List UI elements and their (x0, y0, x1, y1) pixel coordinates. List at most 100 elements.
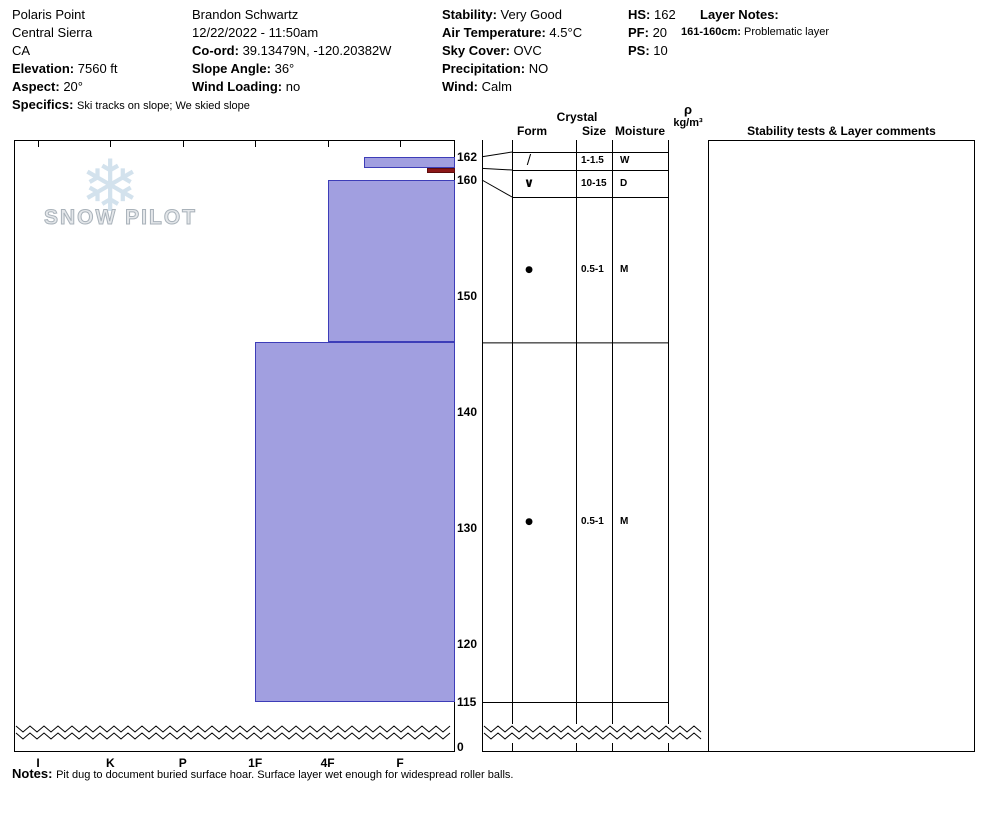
sky-cover-row: Sky Cover: OVC (442, 42, 582, 60)
layer-note-range: 161-160cm: (681, 26, 741, 38)
wind-row: Wind: Calm (442, 78, 582, 96)
depth-tick-label: 120 (457, 637, 478, 651)
grain-size-value: 10-15 (581, 177, 607, 189)
depth-tick-label: 130 (457, 521, 478, 535)
wind-loading-value: no (285, 79, 301, 94)
depth-tick-label: 162 (457, 149, 478, 164)
moisture-value: D (620, 177, 628, 189)
layer-notes-title: Layer Notes: (700, 7, 779, 22)
grain-form-symbol: ● (525, 517, 533, 528)
pf-row: PF: 20 (628, 24, 676, 42)
hardness-tick-label: 4F (320, 756, 335, 770)
density-units-header: kg/m³ (673, 117, 703, 129)
depth-tick-label: 160 (457, 173, 478, 187)
moisture-value: M (620, 263, 629, 275)
sky-cover-label: Sky Cover: (442, 43, 510, 58)
size-header: Size (581, 124, 606, 138)
grain-size-value: 1-1.5 (581, 155, 604, 166)
specifics-row: Specifics: Ski tracks on slope; We skied… (12, 96, 250, 115)
grain-form-symbol: ● (525, 264, 533, 275)
air-temp-label: Air Temperature: (442, 25, 546, 40)
notes-text: Pit dug to document buried surface hoar.… (56, 769, 514, 781)
pit-notes: Notes: Pit dug to document buried surfac… (12, 766, 513, 783)
form-header: Form (517, 124, 547, 138)
hardness-tick-label: K (106, 756, 115, 770)
site-name: Polaris Point (12, 7, 85, 22)
header-conditions-block: Stability: Very Good Air Temperature: 4.… (442, 6, 582, 96)
hardness-tick-label: P (178, 756, 187, 770)
ps-label: PS: (628, 43, 650, 58)
wind-value: Calm (481, 79, 512, 94)
coord-label: Co-ord: (192, 43, 239, 58)
coord-value: 39.13479N, -120.20382W (242, 43, 392, 58)
observer-name: Brandon Schwartz (192, 7, 299, 22)
aspect-label: Aspect: (12, 79, 60, 94)
hs-row: HS: 162 (628, 6, 676, 24)
wind-label: Wind: (442, 79, 478, 94)
ps-row: PS: 10 (628, 42, 676, 60)
pf-label: PF: (628, 25, 649, 40)
depth-tick-label: 0 (457, 740, 464, 754)
layer-note-text: Problematic layer (744, 26, 829, 38)
hs-label: HS: (628, 7, 651, 22)
hardness-tick (327, 141, 329, 147)
elevation-value: 7560 ft (77, 61, 118, 76)
depth-tick-label: 140 (457, 405, 478, 419)
aspect-value: 20° (63, 79, 83, 94)
hardness-tick (38, 141, 39, 147)
stability-tests-header: Stability tests & Layer comments (747, 124, 936, 138)
layer-note-item: 161-160cm: Problematic layer (681, 25, 829, 40)
grain-form-symbol: / (526, 153, 532, 168)
air-temp-row: Air Temperature: 4.5°C (442, 24, 582, 42)
stability-label: Stability: (442, 7, 497, 22)
specifics-label: Specifics: (12, 97, 74, 112)
air-temp-value: 4.5°C (549, 25, 583, 40)
header-observer-block: Brandon Schwartz 12/22/2022 - 11:50am Co… (192, 6, 391, 96)
site-region: Central Sierra (12, 25, 93, 40)
wind-loading-row: Wind Loading: no (192, 78, 391, 96)
hs-value: 162 (654, 7, 676, 22)
header-location-block: Polaris Point Central Sierra CA Elevatio… (12, 6, 250, 115)
hardness-tick (110, 141, 112, 147)
header-summary-block: HS: 162 PF: 20 PS: 10 (628, 6, 676, 60)
hardness-tick (400, 141, 401, 147)
stability-tests-box (708, 140, 975, 752)
hardness-tick (255, 141, 257, 147)
grain-size-value: 0.5-1 (581, 516, 604, 528)
sky-cover-value: OVC (513, 43, 542, 58)
site-state: CA (12, 43, 31, 58)
precip-row: Precipitation: NO (442, 60, 582, 78)
wind-loading-label: Wind Loading: (192, 79, 283, 94)
pf-value: 20 (652, 25, 668, 40)
stability-value: Very Good (500, 7, 562, 22)
aspect-row: Aspect: 20° (12, 78, 250, 96)
observation-datetime: 12/22/2022 - 11:50am (192, 25, 319, 40)
density-symbol-header: ρ (683, 102, 693, 117)
ps-value: 10 (653, 43, 668, 58)
hardness-tick-label: I (36, 756, 40, 770)
precip-label: Precipitation: (442, 61, 526, 76)
moisture-header: Moisture (614, 124, 665, 138)
notes-label: Notes: (12, 766, 53, 781)
depth-tick-label: 150 (457, 289, 478, 303)
precip-value: NO (528, 61, 549, 76)
depth-tick-label: 115 (457, 695, 477, 709)
slope-angle-value: 36° (274, 61, 295, 76)
layer-bar (427, 168, 455, 174)
hardness-tick-label: 1F (248, 756, 263, 770)
moisture-value: W (620, 155, 630, 166)
elevation-row: Elevation: 7560 ft (12, 60, 250, 78)
hardness-tick (182, 141, 184, 147)
layer-bar (255, 342, 455, 702)
layer-bar (364, 156, 455, 169)
crystal-header: Crystal (556, 110, 598, 124)
layer-bar (327, 180, 455, 343)
grain-size-value: 0.5-1 (581, 263, 604, 275)
coord-row: Co-ord: 39.13479N, -120.20382W (192, 42, 391, 60)
slope-angle-label: Slope Angle: (192, 61, 271, 76)
slope-angle-row: Slope Angle: 36° (192, 60, 391, 78)
hardness-tick-label: F (396, 756, 404, 770)
moisture-value: M (620, 516, 629, 528)
specifics-value: Ski tracks on slope; We skied slope (77, 100, 250, 112)
